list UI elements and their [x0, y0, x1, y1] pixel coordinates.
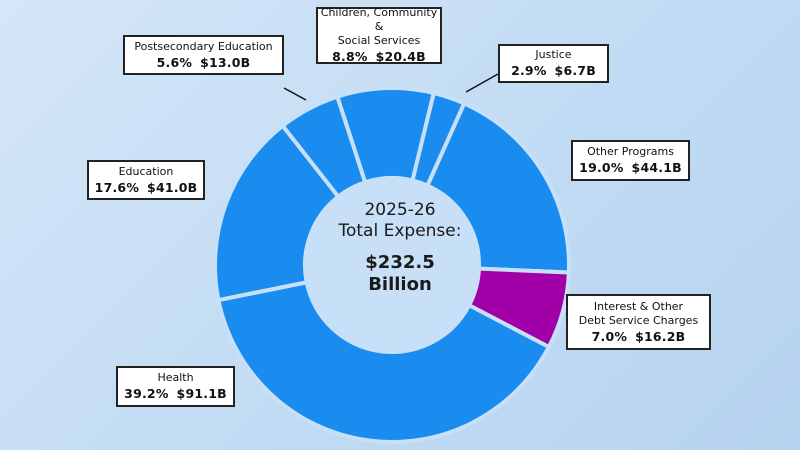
label-name: Education	[118, 164, 174, 178]
label-percent: 5.6%	[156, 54, 193, 70]
label-amount: $41.0B	[147, 179, 198, 195]
slice-other-programs	[425, 101, 571, 275]
label-amount: $44.1B	[631, 160, 682, 175]
center-unit: Billion	[368, 274, 432, 295]
label-percent: 19.0%	[579, 160, 624, 175]
label-name: Justice	[535, 48, 572, 61]
label-health: Health 39.2% $91.1B	[116, 366, 235, 407]
label-amount: $13.0B	[200, 54, 251, 70]
label-percent: 2.9%	[511, 63, 547, 78]
leader-lines	[283, 73, 499, 101]
label-other-programs: Other Programs 19.0% $44.1B	[571, 140, 690, 181]
label-percent: 39.2%	[124, 386, 169, 401]
label-percent: 7.0%	[591, 328, 628, 344]
label-values: 19.0% $44.1B	[579, 159, 682, 176]
leader-line-postsecondary	[283, 87, 307, 101]
label-percent: 8.8%	[332, 49, 368, 64]
label-children-community-social-services: Children, Community & Social Services 8.…	[316, 6, 442, 65]
donut-slices	[213, 86, 571, 444]
label-education: Education 17.6% $41.0B	[87, 160, 205, 200]
label-values: 8.8% $20.4B	[332, 48, 426, 65]
label-name: Health	[157, 371, 194, 384]
label-amount: $20.4B	[375, 49, 426, 64]
label-amount: $6.7B	[554, 63, 596, 78]
center-year: 2025-26	[364, 200, 436, 220]
donut-hole	[306, 179, 478, 351]
slice-education	[213, 123, 341, 303]
label-percent: 17.6%	[94, 179, 140, 195]
label-amount: $16.2B	[635, 328, 686, 344]
label-justice: Justice 2.9% $6.7B	[498, 44, 609, 83]
label-values: 7.0% $16.2B	[592, 328, 686, 345]
label-name: Postsecondary Education	[134, 39, 273, 53]
label-postsecondary-education: Postsecondary Education 5.6% $13.0B	[123, 35, 284, 75]
label-name: Other Programs	[587, 145, 674, 158]
label-values: 2.9% $6.7B	[511, 62, 596, 79]
slice-postsecondary-education	[280, 94, 368, 199]
center-caption: Total Expense:	[338, 221, 462, 241]
label-values: 5.6% $13.0B	[157, 54, 251, 71]
label-name: Interest & Other Debt Service Charges	[578, 299, 699, 327]
label-name: Children, Community & Social Services	[320, 6, 438, 47]
center-amount: $232.5	[365, 252, 435, 273]
label-values: 17.6% $41.0B	[95, 179, 198, 196]
label-values: 39.2% $91.1B	[124, 385, 227, 402]
slice-health	[216, 280, 551, 444]
leader-line-justice	[465, 73, 499, 93]
label-amount: $91.1B	[176, 386, 227, 401]
label-interest-debt-service: Interest & Other Debt Service Charges 7.…	[566, 294, 711, 350]
donut-center-label: 2025-26 Total Expense: $232.5 Billion	[300, 200, 500, 296]
